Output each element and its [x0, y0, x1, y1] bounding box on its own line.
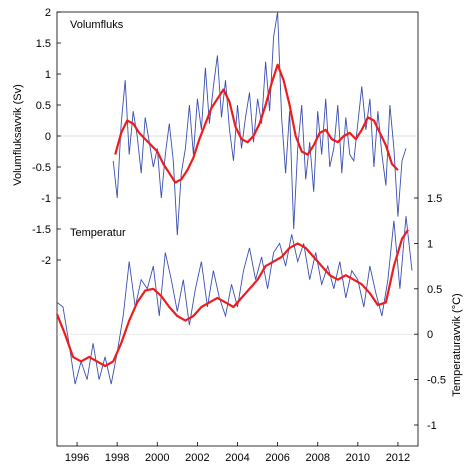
right-axis-title: Temperaturavvik (°C)	[451, 293, 463, 396]
right-tick-label: 1.5	[427, 193, 442, 205]
left-tick-label: -0.5	[32, 162, 51, 174]
left-axis-title: Volumfluksavvik (Sv)	[12, 84, 24, 185]
left-tick-label: 0.5	[36, 100, 51, 112]
volume-flux-smoothed-line	[115, 65, 398, 183]
temperature-smoothed-line	[57, 230, 408, 366]
x-tick-label: 2010	[346, 452, 370, 464]
right-tick-label: -0.5	[427, 375, 446, 387]
left-tick-label: 0	[45, 131, 51, 143]
temperature-monthly-line	[57, 216, 412, 384]
right-axis: 1.5 1 0.5 0 -0.5 -1	[414, 193, 446, 432]
x-tick-label: 2008	[305, 452, 329, 464]
left-tick-label: 2	[45, 7, 51, 19]
x-tick-label: 1998	[105, 452, 129, 464]
x-tick-label: 2012	[386, 452, 410, 464]
series-group	[57, 12, 412, 384]
left-tick-label: -2	[41, 255, 51, 267]
panel-label-temperatur: Temperatur	[70, 227, 126, 239]
x-axis: 1996 1998 2000 2002 2004 2006 2008 2010 2012	[65, 442, 410, 464]
x-tick-label: 2002	[185, 452, 209, 464]
left-tick-label: 1	[45, 69, 51, 81]
panel-label-volumfluks: Volumfluks	[70, 19, 124, 31]
right-tick-label: 0.5	[427, 284, 442, 296]
left-tick-label: -1	[41, 193, 51, 205]
x-tick-label: 2000	[145, 452, 169, 464]
x-tick-label: 1996	[65, 452, 89, 464]
left-tick-label: -1.5	[32, 224, 51, 236]
left-tick-label: 1.5	[36, 38, 51, 50]
right-tick-label: 1	[427, 238, 433, 250]
right-tick-label: -1	[427, 420, 437, 432]
x-tick-label: 2006	[265, 452, 289, 464]
right-tick-label: 0	[427, 329, 433, 341]
x-tick-label: 2004	[225, 452, 249, 464]
